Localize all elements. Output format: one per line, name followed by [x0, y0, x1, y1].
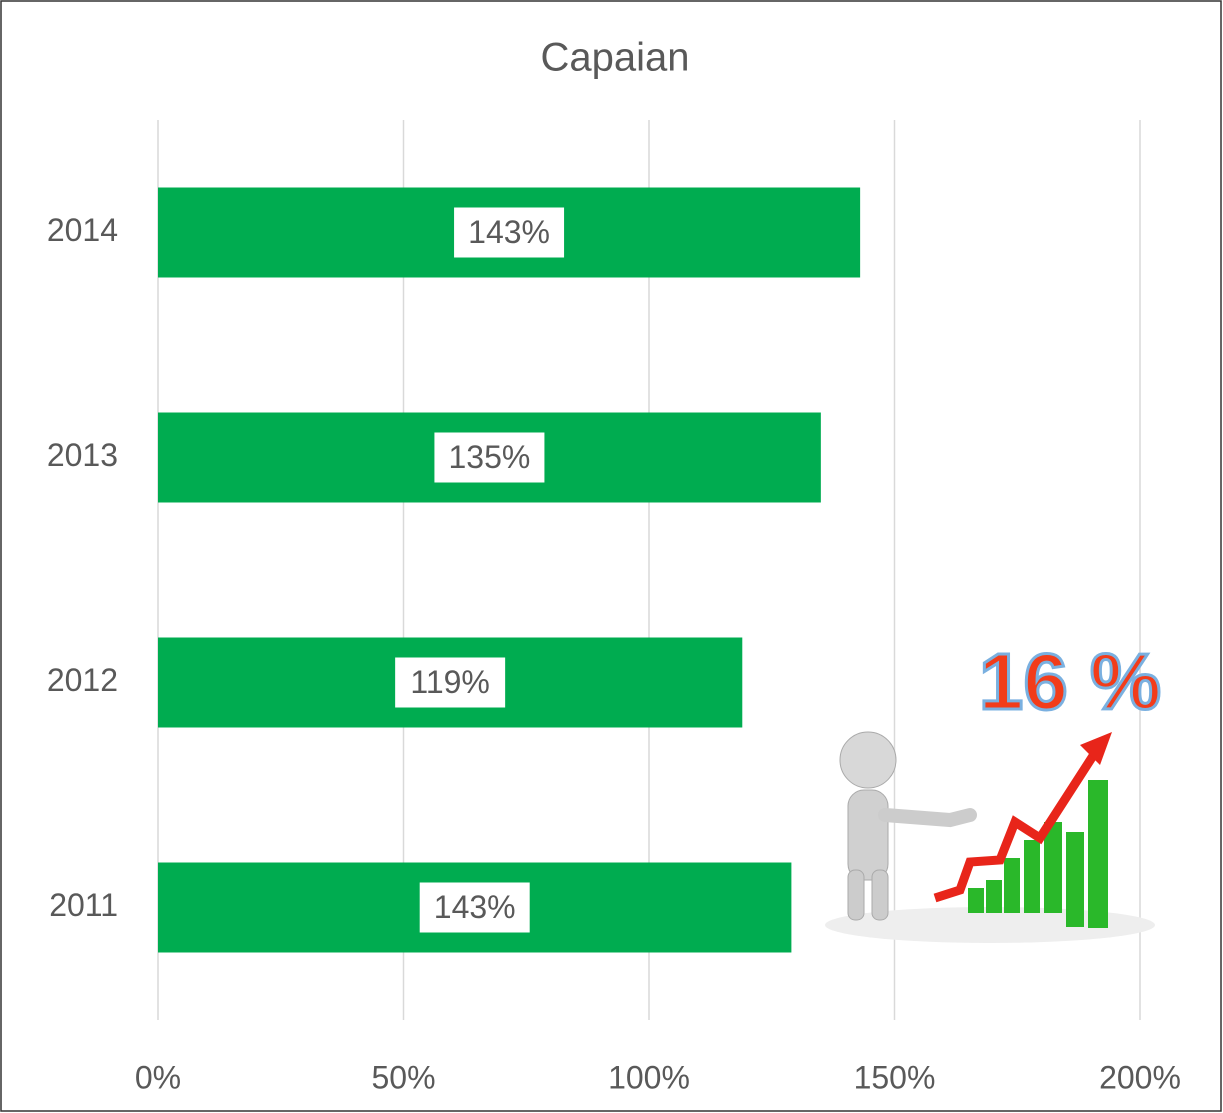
- x-tick-label: 0%: [135, 1059, 181, 1095]
- annotation: 16 %: [979, 637, 1161, 726]
- data-label-box: [419, 882, 530, 933]
- plot-area: 0% 50% 100% 150% 200% 2011 2012 2013 2014 143% 119…: [47, 120, 1181, 1095]
- data-label-box: [434, 432, 545, 483]
- data-label-box: [395, 657, 506, 708]
- chart-title: Capaian: [540, 36, 689, 80]
- data-label: 119%: [410, 664, 489, 700]
- data-label: 143%: [468, 214, 550, 250]
- y-tick-label: 2013: [47, 437, 118, 473]
- data-label-box: [454, 207, 565, 258]
- illustration: [825, 731, 1155, 943]
- y-tick-label: 2014: [47, 212, 118, 248]
- y-tick-label: 2011: [49, 887, 118, 923]
- y-tick-label: 2012: [47, 662, 118, 698]
- data-label: 143%: [434, 889, 516, 925]
- x-tick-label: 100%: [608, 1059, 690, 1095]
- x-tick-label: 200%: [1099, 1059, 1181, 1095]
- data-label: 135%: [449, 439, 531, 475]
- x-tick-label: 150%: [854, 1059, 936, 1095]
- x-tick-label: 50%: [371, 1059, 435, 1095]
